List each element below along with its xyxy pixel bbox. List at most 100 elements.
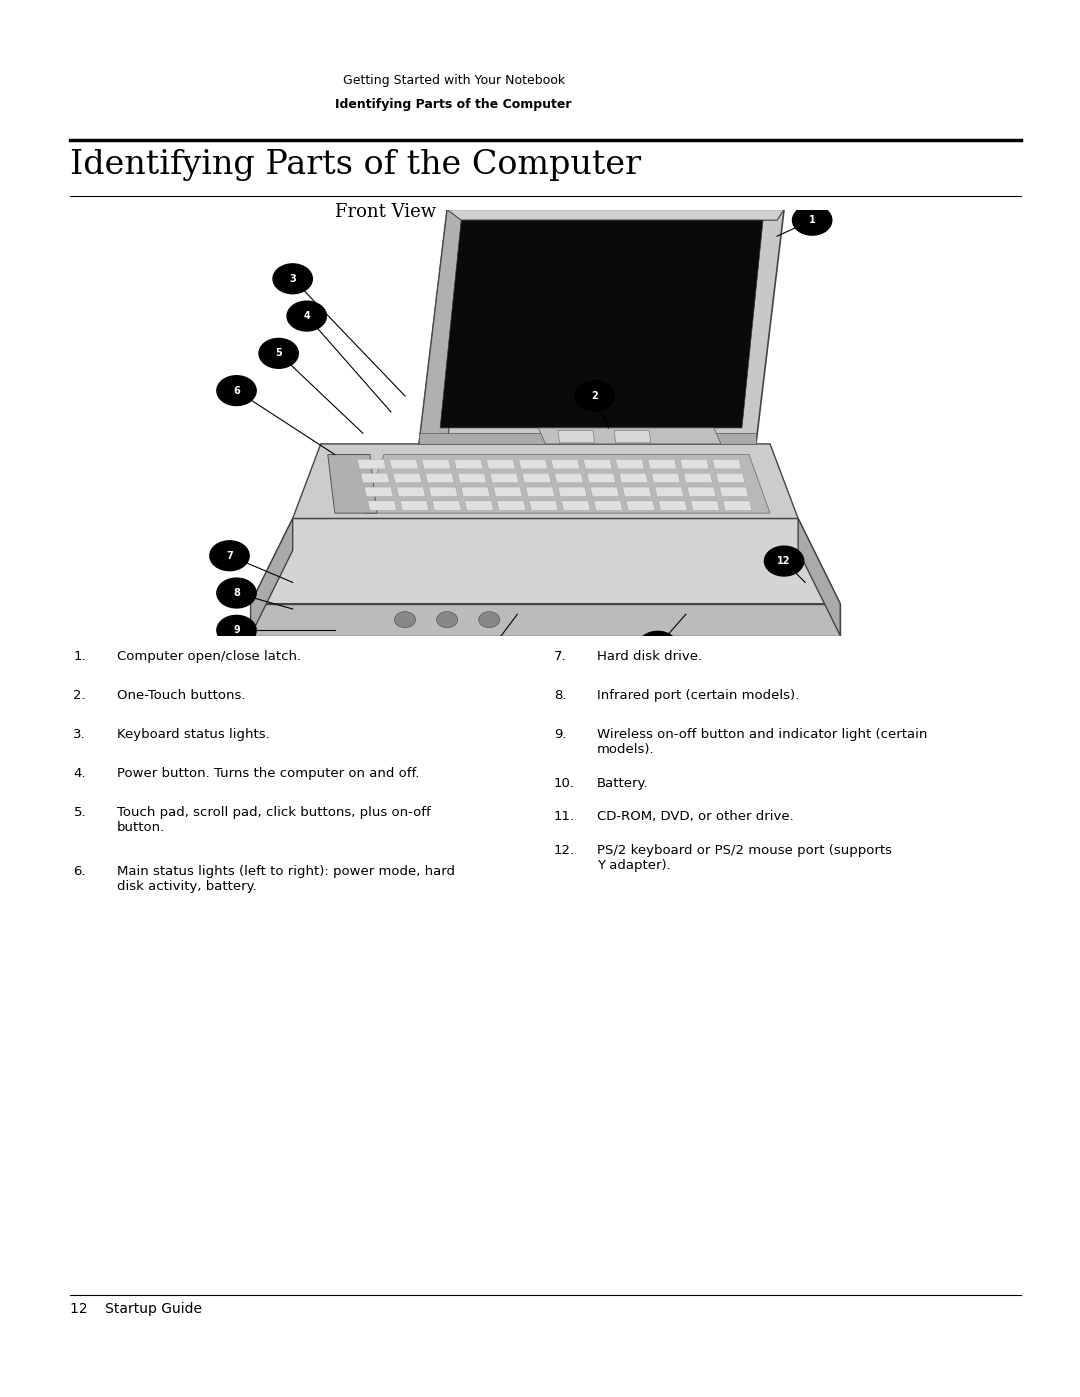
Text: 5: 5 (275, 348, 282, 359)
Text: 8.: 8. (554, 689, 567, 701)
Polygon shape (464, 502, 494, 510)
Polygon shape (723, 502, 752, 510)
Text: Keyboard status lights.: Keyboard status lights. (117, 728, 269, 740)
Polygon shape (328, 454, 377, 513)
Polygon shape (687, 488, 716, 496)
Polygon shape (497, 502, 526, 510)
Text: Infrared port (certain models).: Infrared port (certain models). (597, 689, 799, 701)
Polygon shape (719, 488, 748, 496)
Text: Getting Started with Your Notebook: Getting Started with Your Notebook (342, 74, 565, 87)
Polygon shape (447, 210, 784, 221)
Polygon shape (490, 474, 518, 483)
Polygon shape (422, 460, 450, 469)
Polygon shape (419, 210, 784, 444)
Text: One-Touch buttons.: One-Touch buttons. (117, 689, 245, 701)
Polygon shape (441, 221, 764, 427)
Polygon shape (486, 460, 515, 469)
Text: 12.: 12. (554, 844, 576, 856)
Circle shape (793, 205, 832, 235)
Polygon shape (361, 474, 390, 483)
Circle shape (638, 631, 677, 661)
Polygon shape (615, 430, 650, 443)
Circle shape (478, 612, 500, 627)
Polygon shape (393, 474, 422, 483)
Text: 6.: 6. (73, 865, 86, 877)
Polygon shape (461, 488, 490, 496)
Circle shape (470, 637, 509, 666)
Circle shape (394, 612, 416, 627)
Circle shape (217, 616, 256, 645)
Polygon shape (684, 474, 713, 483)
Polygon shape (691, 502, 719, 510)
Text: 9: 9 (233, 626, 240, 636)
Text: 2: 2 (591, 391, 598, 401)
Polygon shape (539, 427, 721, 444)
Text: 1.: 1. (73, 650, 86, 662)
Text: Front View: Front View (335, 203, 436, 221)
Polygon shape (396, 488, 426, 496)
Polygon shape (551, 460, 580, 469)
Text: 11.: 11. (554, 810, 576, 823)
Text: Touch pad, scroll pad, click buttons, plus on-off
button.: Touch pad, scroll pad, click buttons, pl… (117, 806, 431, 834)
Text: 10: 10 (483, 647, 496, 657)
Polygon shape (680, 460, 708, 469)
Polygon shape (523, 474, 551, 483)
Polygon shape (419, 433, 756, 444)
Polygon shape (651, 474, 680, 483)
Circle shape (287, 302, 326, 331)
Text: 8: 8 (233, 588, 240, 598)
Circle shape (436, 612, 458, 627)
Text: 1: 1 (809, 215, 815, 225)
Circle shape (259, 338, 298, 369)
Circle shape (217, 376, 256, 405)
Text: 4.: 4. (73, 767, 86, 780)
Text: 4: 4 (303, 312, 310, 321)
Polygon shape (432, 502, 461, 510)
Polygon shape (558, 430, 595, 443)
Text: Hard disk drive.: Hard disk drive. (597, 650, 702, 662)
Polygon shape (364, 488, 393, 496)
Text: 7.: 7. (554, 650, 567, 662)
Polygon shape (429, 488, 458, 496)
Polygon shape (591, 488, 619, 496)
Text: Identifying Parts of the Computer: Identifying Parts of the Computer (70, 149, 642, 182)
Polygon shape (583, 460, 612, 469)
Polygon shape (659, 502, 687, 510)
Polygon shape (518, 460, 548, 469)
Text: 11: 11 (651, 641, 664, 651)
Circle shape (273, 264, 312, 293)
Text: Identifying Parts of the Computer: Identifying Parts of the Computer (336, 98, 571, 110)
Text: Wireless on-off button and indicator light (certain
models).: Wireless on-off button and indicator lig… (597, 728, 928, 756)
Polygon shape (562, 502, 591, 510)
Polygon shape (419, 210, 475, 444)
Text: Power button. Turns the computer on and off.: Power button. Turns the computer on and … (117, 767, 419, 780)
Polygon shape (455, 460, 483, 469)
Text: Computer open/close latch.: Computer open/close latch. (117, 650, 300, 662)
Polygon shape (586, 474, 616, 483)
Circle shape (765, 546, 804, 576)
Polygon shape (458, 474, 486, 483)
Polygon shape (619, 474, 648, 483)
Polygon shape (654, 488, 684, 496)
Text: 7: 7 (226, 550, 233, 560)
Polygon shape (616, 460, 645, 469)
Polygon shape (368, 502, 396, 510)
Text: 9.: 9. (554, 728, 567, 740)
Text: 12: 12 (778, 556, 791, 566)
Polygon shape (626, 502, 654, 510)
Polygon shape (594, 502, 622, 510)
Polygon shape (526, 488, 554, 496)
Polygon shape (648, 460, 677, 469)
Text: 6: 6 (233, 386, 240, 395)
Text: Battery.: Battery. (597, 777, 649, 789)
Polygon shape (251, 604, 840, 636)
Text: 3.: 3. (73, 728, 86, 740)
Polygon shape (713, 460, 741, 469)
Polygon shape (251, 518, 840, 604)
Polygon shape (798, 518, 840, 636)
Text: 3: 3 (289, 274, 296, 284)
Polygon shape (363, 454, 770, 513)
Polygon shape (426, 474, 455, 483)
Polygon shape (716, 474, 745, 483)
Polygon shape (293, 444, 798, 518)
